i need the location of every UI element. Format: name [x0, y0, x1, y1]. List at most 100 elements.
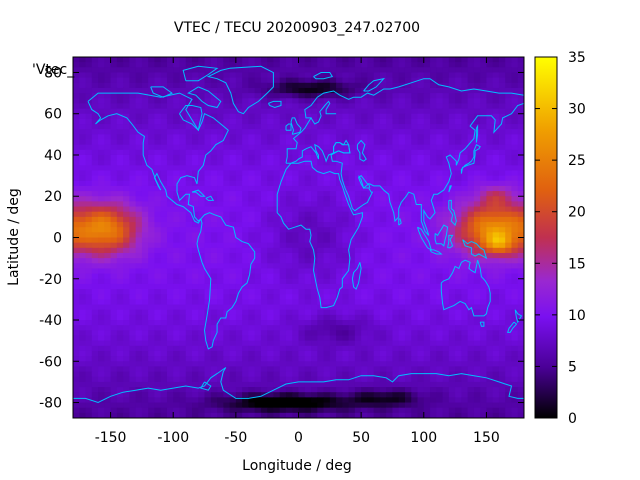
heatmap-cell	[436, 366, 444, 373]
heatmap-cell	[448, 345, 456, 352]
heatmap-cell	[198, 330, 206, 337]
heatmap-cell	[235, 361, 243, 368]
heatmap-cell	[292, 57, 300, 63]
heatmap-cell	[129, 294, 137, 300]
heatmap-cell	[392, 314, 400, 321]
heatmap-cell	[267, 113, 275, 120]
heatmap-cell	[517, 108, 524, 115]
heatmap-cell	[455, 381, 462, 388]
heatmap-cell	[235, 273, 243, 280]
heatmap-cell	[411, 381, 419, 388]
heatmap-cell	[323, 309, 331, 316]
heatmap-cell	[492, 165, 500, 172]
heatmap-cell	[116, 144, 124, 151]
heatmap-cell	[273, 299, 281, 306]
heatmap-cell	[116, 381, 124, 388]
heatmap-cell	[210, 371, 218, 378]
heatmap-cell	[367, 387, 375, 393]
heatmap-cell	[285, 196, 293, 202]
heatmap-cell	[154, 335, 162, 342]
heatmap-cell	[104, 247, 112, 254]
heatmap-cell	[141, 366, 149, 373]
heatmap-cell	[73, 72, 80, 79]
heatmap-cell	[73, 232, 80, 239]
heatmap-cell	[148, 77, 156, 84]
heatmap-cell	[285, 252, 293, 259]
heatmap-cell	[166, 216, 174, 223]
heatmap-cell	[298, 381, 306, 388]
heatmap-cell	[141, 397, 149, 404]
heatmap-cell	[386, 381, 394, 388]
heatmap-cell	[148, 170, 156, 177]
heatmap-cell	[492, 113, 500, 120]
heatmap-cell	[442, 129, 450, 135]
heatmap-cell	[166, 299, 174, 306]
heatmap-cell	[279, 211, 287, 218]
heatmap-cell	[386, 191, 394, 197]
heatmap-cell	[242, 237, 249, 244]
heatmap-cell	[342, 211, 350, 218]
heatmap-cell	[79, 252, 87, 259]
heatmap-cell	[467, 335, 475, 342]
heatmap-cell	[311, 170, 318, 177]
heatmap-cell	[517, 356, 524, 362]
heatmap-cell	[461, 402, 469, 409]
heatmap-cell	[404, 201, 412, 208]
heatmap-cell	[129, 82, 137, 89]
heatmap-cell	[254, 304, 262, 311]
heatmap-cell	[430, 175, 437, 182]
heatmap-cell	[480, 191, 488, 197]
heatmap-cell	[123, 289, 130, 295]
heatmap-cell	[260, 247, 268, 254]
heatmap-cell	[317, 154, 325, 161]
heatmap-cell	[317, 170, 325, 177]
heatmap-cell	[492, 134, 500, 141]
heatmap-cell	[505, 165, 513, 172]
heatmap-cell	[517, 335, 524, 342]
heatmap-cell	[492, 211, 500, 218]
heatmap-cell	[517, 227, 524, 233]
heatmap-cell	[79, 196, 87, 202]
heatmap-cell	[486, 247, 494, 254]
heatmap-cell	[254, 335, 262, 342]
heatmap-cell	[511, 134, 519, 141]
heatmap-cell	[116, 314, 124, 321]
heatmap-cell	[517, 67, 524, 74]
heatmap-cell	[260, 191, 268, 197]
heatmap-cell	[248, 371, 256, 378]
heatmap-cell	[285, 278, 293, 285]
heatmap-cell	[336, 242, 343, 249]
heatmap-cell	[204, 175, 212, 182]
heatmap-cell	[148, 304, 156, 311]
heatmap-cell	[461, 139, 469, 146]
heatmap-cell	[361, 129, 368, 135]
heatmap-cell	[436, 67, 444, 74]
heatmap-cell	[511, 268, 519, 275]
heatmap-cell	[210, 108, 218, 115]
heatmap-cell	[304, 361, 312, 368]
heatmap-cell	[160, 98, 168, 105]
heatmap-cell	[392, 175, 400, 182]
heatmap-cell	[85, 366, 93, 373]
heatmap-cell	[173, 67, 181, 74]
heatmap-cell	[511, 237, 519, 244]
heatmap-cell	[436, 242, 444, 249]
heatmap-cell	[398, 330, 406, 337]
heatmap-cell	[141, 149, 149, 156]
heatmap-cell	[110, 222, 118, 228]
heatmap-cell	[166, 345, 174, 352]
heatmap-cell	[210, 232, 218, 239]
heatmap-cell	[505, 232, 513, 239]
heatmap-cell	[179, 227, 187, 233]
heatmap-cell	[342, 325, 350, 331]
heatmap-cell	[467, 185, 475, 192]
heatmap-cell	[185, 402, 193, 409]
heatmap-cell	[505, 407, 513, 414]
heatmap-cell	[323, 93, 331, 99]
chart-title: VTEC / TECU 20200903_247.02700	[174, 20, 420, 36]
heatmap-cell	[461, 160, 469, 166]
heatmap-cell	[229, 273, 237, 280]
heatmap-cell	[492, 335, 500, 342]
heatmap-cell	[141, 211, 149, 218]
heatmap-cell	[166, 402, 174, 409]
